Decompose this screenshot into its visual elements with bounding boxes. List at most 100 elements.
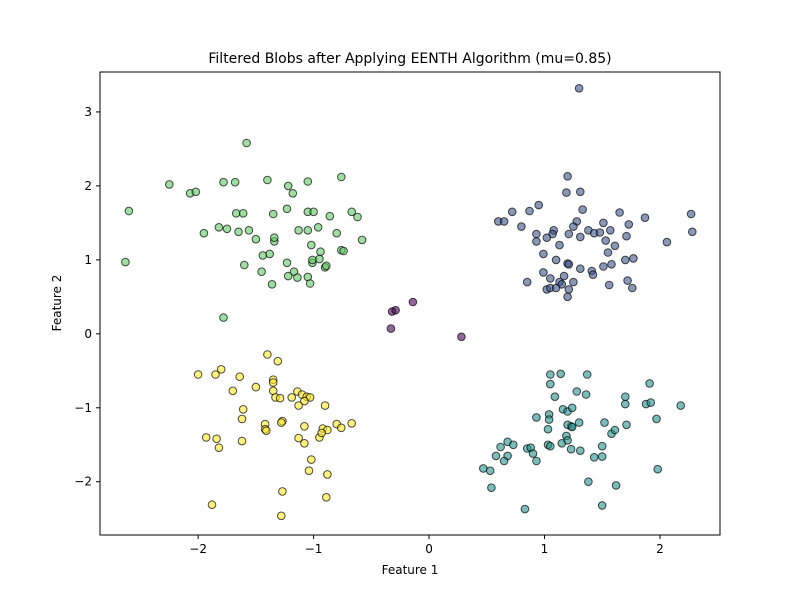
cluster-upper-right-point (576, 232, 585, 242)
cluster-upper-right-point (615, 208, 624, 217)
cluster-upper-left-point (303, 226, 313, 235)
cluster-upper-left-point (191, 187, 201, 197)
cluster-upper-left-point (288, 189, 298, 198)
cluster-lower-left-point (337, 423, 346, 433)
cluster-lower-right-point (496, 442, 505, 452)
cluster-noise-point (391, 305, 400, 315)
cluster-upper-right-point (578, 205, 587, 214)
cluster-upper-right-point (599, 262, 608, 271)
cluster-lower-left-point (268, 378, 278, 387)
cluster-lower-left-point (235, 372, 244, 382)
cluster-upper-left-point (270, 233, 279, 242)
cluster-upper-right-point (551, 255, 561, 265)
cluster-upper-left-point (240, 260, 249, 270)
cluster-lower-right-point (499, 456, 509, 466)
cluster-upper-left-point (339, 246, 348, 256)
cluster-upper-left-point (268, 209, 278, 219)
cluster-upper-right-point (564, 260, 574, 269)
cluster-lower-right-point (574, 418, 584, 427)
cluster-upper-left-point (263, 175, 272, 185)
cluster-upper-right-point (499, 217, 509, 226)
cluster-lower-left-point (251, 382, 261, 392)
cluster-lower-left-point (300, 422, 309, 431)
cluster-upper-left-point (199, 228, 209, 238)
cluster-upper-right-point (629, 254, 638, 263)
cluster-lower-right-point (621, 392, 630, 402)
cluster-noise-point (457, 332, 466, 342)
cluster-lower-right-point (532, 413, 541, 422)
cluster-lower-left-point (193, 370, 203, 379)
cluster-upper-right-point (532, 237, 541, 246)
cluster-lower-right-point (491, 451, 501, 461)
cluster-lower-right-point (584, 477, 593, 487)
y-tick-label: 2 (84, 179, 92, 193)
cluster-upper-left-point (308, 255, 317, 265)
cluster-upper-right-point (576, 264, 585, 274)
y-tick-label: 1 (84, 253, 92, 267)
cluster-upper-left-point (257, 267, 266, 277)
cluster-upper-right-point (623, 276, 632, 285)
x-tick-label: −1 (305, 542, 323, 556)
cluster-upper-left-point (294, 226, 303, 235)
cluster-upper-right-point (601, 236, 611, 245)
cluster-lower-left-point (294, 433, 303, 443)
cluster-upper-left-point (222, 224, 232, 234)
cluster-upper-right-point (522, 277, 532, 287)
cluster-lower-right-point (546, 379, 555, 389)
cluster-upper-left-point (315, 254, 324, 264)
cluster-lower-right-point (546, 370, 555, 379)
cluster-upper-right-point (686, 209, 696, 219)
cluster-lower-left-point (294, 401, 303, 410)
cluster-upper-left-point (283, 271, 293, 281)
cluster-lower-left-point (320, 401, 330, 410)
cluster-lower-right-point (645, 379, 654, 388)
y-tick-label: −1 (74, 401, 92, 415)
cluster-upper-left-point (282, 204, 292, 214)
cluster-upper-left-point (282, 258, 292, 268)
cluster-upper-right-point (539, 249, 548, 259)
cluster-lower-right-point (653, 464, 663, 474)
cluster-upper-left-point (244, 226, 254, 235)
cluster-noise-point (408, 297, 418, 307)
cluster-upper-right-point (595, 228, 605, 237)
y-axis-label: Feature 2 (50, 275, 64, 332)
y-tick-label: 3 (84, 105, 92, 119)
cluster-upper-left-point (309, 207, 318, 217)
cluster-lower-right-point (622, 420, 631, 430)
y-tick-label: 0 (84, 327, 92, 341)
cluster-lower-left-point (263, 350, 272, 359)
cluster-lower-right-point (567, 403, 577, 413)
cluster-lower-right-point (652, 414, 661, 424)
cluster-upper-left-point (219, 313, 228, 322)
cluster-upper-left-point (337, 172, 346, 182)
x-axis-label: Feature 1 (382, 563, 439, 577)
cluster-upper-right-point (563, 292, 572, 302)
cluster-lower-left-point (277, 511, 286, 521)
cluster-lower-right-point (485, 466, 495, 476)
cluster-upper-left-point (283, 181, 293, 191)
cluster-lower-left-point (304, 466, 314, 476)
cluster-upper-left-point (242, 138, 251, 148)
cluster-upper-left-point (303, 177, 313, 186)
cluster-upper-right-point (569, 222, 578, 231)
cluster-lower-left-point (237, 436, 247, 446)
cluster-upper-right-point (557, 280, 567, 289)
cluster-lower-left-point (307, 455, 316, 464)
cluster-lower-left-point (207, 500, 217, 510)
cluster-upper-right-point (534, 200, 544, 210)
cluster-upper-right-point (542, 233, 552, 242)
cluster-upper-left-point (267, 280, 277, 289)
cluster-lower-right-point (509, 440, 518, 450)
cluster-upper-left-point (230, 177, 240, 187)
cluster-lower-left-point (212, 434, 221, 444)
cluster-lower-right-point (520, 504, 530, 514)
cluster-lower-left-point (278, 487, 287, 496)
cluster-upper-right-point (604, 280, 614, 290)
plot-frame (99, 71, 721, 536)
points-layer (121, 84, 697, 521)
cluster-lower-left-point (216, 365, 226, 374)
cluster-upper-right-point (559, 271, 569, 281)
cluster-upper-left-point (347, 207, 357, 217)
cluster-lower-right-point (572, 387, 582, 396)
y-tick-label: −2 (74, 475, 92, 489)
